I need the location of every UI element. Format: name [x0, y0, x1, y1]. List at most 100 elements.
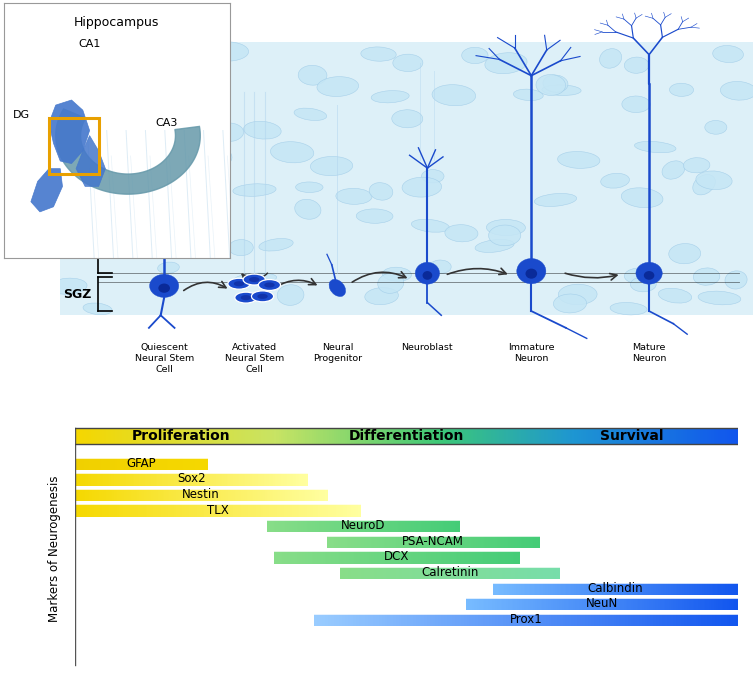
Text: DG: DG	[14, 110, 30, 120]
Bar	[692, 582, 694, 595]
Bar	[166, 428, 169, 443]
Bar	[540, 613, 544, 626]
Bar	[558, 582, 560, 595]
Bar	[198, 456, 200, 470]
Bar	[113, 504, 116, 517]
Bar	[247, 473, 249, 485]
Bar	[170, 428, 174, 443]
Bar	[395, 535, 397, 548]
Bar	[277, 551, 279, 563]
Bar	[111, 473, 113, 485]
Bar	[209, 504, 211, 517]
Bar	[426, 428, 430, 443]
Bar	[519, 597, 521, 610]
Bar	[200, 456, 201, 470]
Bar	[450, 519, 451, 532]
Bar	[309, 428, 313, 443]
Bar	[501, 566, 503, 579]
Bar	[469, 613, 473, 626]
Bar	[483, 566, 486, 579]
Bar	[194, 473, 197, 485]
Bar	[367, 566, 369, 579]
Bar	[650, 428, 653, 443]
Bar	[322, 613, 326, 626]
Bar	[398, 428, 401, 443]
Bar	[462, 535, 464, 548]
Bar	[331, 613, 334, 626]
Bar	[208, 488, 210, 501]
Bar	[653, 582, 655, 595]
Bar	[413, 613, 416, 626]
Bar	[230, 428, 233, 443]
Bar	[250, 488, 252, 501]
Bar	[425, 551, 427, 563]
Bar	[413, 428, 416, 443]
Bar	[319, 428, 322, 443]
Bar	[547, 582, 549, 595]
Bar	[653, 597, 655, 610]
Bar	[117, 456, 119, 470]
Bar	[239, 504, 241, 517]
Text: Calretinin: Calretinin	[421, 566, 478, 579]
Bar	[542, 582, 544, 595]
Bar	[133, 488, 135, 501]
Bar	[733, 428, 737, 443]
Bar	[555, 582, 557, 595]
Bar	[450, 519, 453, 532]
Bar	[378, 519, 380, 532]
Bar	[727, 597, 730, 610]
Ellipse shape	[705, 121, 727, 134]
Bar	[174, 456, 175, 470]
Bar	[380, 551, 383, 563]
Bar	[143, 456, 145, 470]
Bar	[382, 519, 383, 532]
Bar	[384, 566, 386, 579]
Bar	[227, 504, 230, 517]
Ellipse shape	[402, 177, 441, 197]
Bar	[392, 551, 394, 563]
Bar	[362, 535, 364, 548]
Bar	[539, 428, 543, 443]
Ellipse shape	[542, 85, 581, 96]
Bar	[231, 488, 233, 501]
Bar	[574, 613, 578, 626]
Bar	[376, 613, 380, 626]
Bar	[520, 613, 524, 626]
Bar	[461, 613, 465, 626]
Bar	[120, 456, 121, 470]
Bar	[656, 582, 659, 595]
Bar	[215, 473, 217, 485]
Bar	[465, 566, 468, 579]
Bar	[278, 473, 280, 485]
Bar	[380, 566, 382, 579]
Bar	[373, 519, 374, 532]
Bar	[203, 428, 207, 443]
Bar	[504, 428, 508, 443]
Bar	[278, 519, 279, 532]
Bar	[432, 566, 434, 579]
Bar	[444, 519, 447, 532]
Bar	[403, 566, 405, 579]
Bar	[712, 582, 714, 595]
Bar	[450, 535, 452, 548]
Bar	[349, 551, 352, 563]
Bar	[549, 566, 551, 579]
Bar	[257, 488, 259, 501]
Bar	[355, 504, 357, 517]
Bar	[293, 519, 295, 532]
Bar	[168, 473, 170, 485]
Bar	[489, 613, 492, 626]
Bar	[360, 519, 361, 532]
Bar	[718, 582, 721, 595]
Bar	[131, 456, 133, 470]
Bar	[100, 488, 103, 501]
Bar	[411, 519, 413, 532]
Ellipse shape	[621, 188, 663, 207]
Bar	[421, 613, 425, 626]
Bar	[133, 473, 135, 485]
Bar	[553, 566, 555, 579]
Bar	[295, 551, 297, 563]
Bar	[75, 488, 78, 501]
Bar	[398, 551, 401, 563]
Bar	[645, 613, 648, 626]
